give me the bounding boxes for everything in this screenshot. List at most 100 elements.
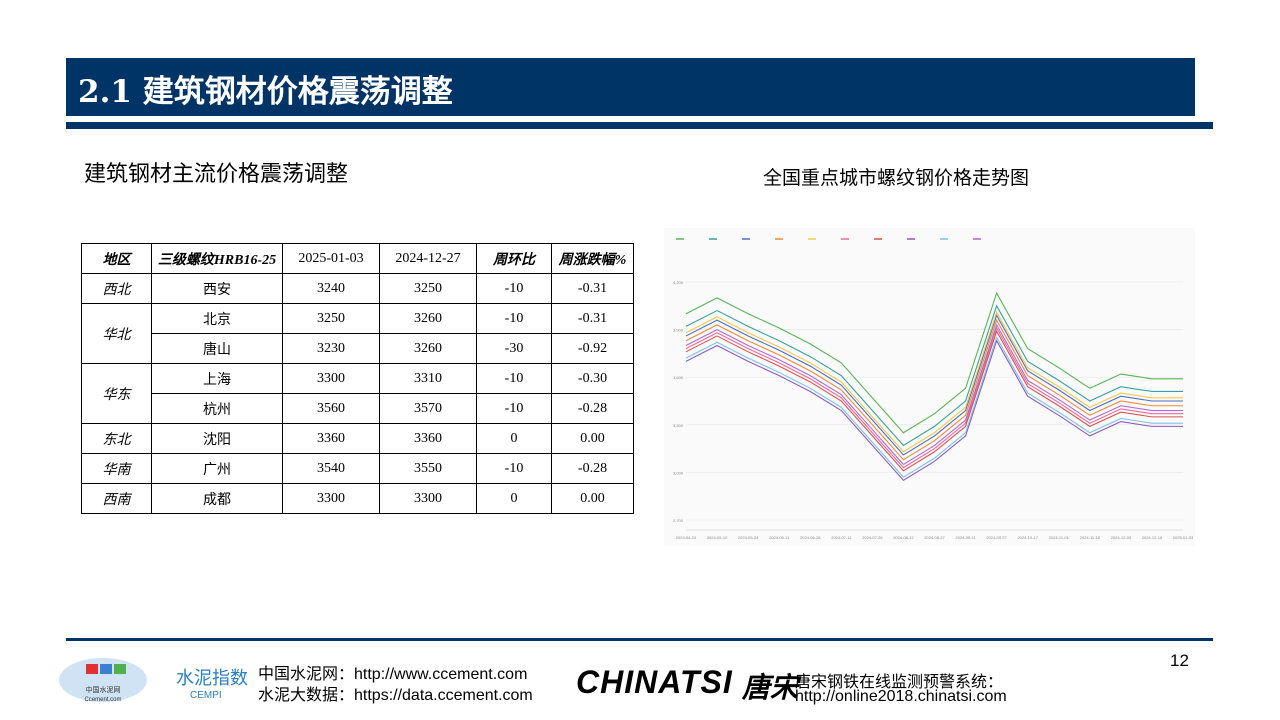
series-line <box>685 291 1183 434</box>
cell: -10 <box>476 303 552 334</box>
region-cell: 华南 <box>81 453 152 484</box>
logo-text: CEMPI <box>190 690 222 701</box>
logo-text: 中国水泥网 <box>86 685 121 694</box>
header-cell: 2025-01-03 <box>282 243 380 274</box>
cell: -10 <box>476 393 552 424</box>
cell: 3560 <box>282 393 380 424</box>
header-cell: 三级螺纹HRB16-25 <box>151 243 283 274</box>
chart-title: 全国重点城市螺纹钢价格走势图 <box>763 168 1030 189</box>
cell: -30 <box>476 333 552 364</box>
cell: 3310 <box>379 363 477 394</box>
x-tick-label: 2024-12-18 <box>1142 535 1163 540</box>
logo-shape <box>100 664 112 674</box>
cell: 3300 <box>282 483 380 514</box>
footer-rule <box>66 638 1213 641</box>
series-line <box>685 326 1183 469</box>
series-line <box>685 310 1183 453</box>
region-cell: 东北 <box>81 423 152 454</box>
table-row: 华东 上海 3300 3310 -10 -0.30 <box>81 363 634 424</box>
cell: -10 <box>476 273 552 304</box>
subtitle: 建筑钢材主流价格震荡调整 <box>84 161 349 186</box>
footer-line: 唐宋钢铁在线监测预警系统： <box>795 674 1004 691</box>
table-row: 华南 广州 3540 3550 -10 -0.28 <box>81 453 634 484</box>
y-tick-label: 2,700 <box>673 518 684 523</box>
y-tick-label: 3,000 <box>673 470 684 475</box>
y-tick-label: 3,300 <box>673 423 684 428</box>
x-tick-label: 2024-09-11 <box>955 535 976 540</box>
cell: 3550 <box>379 453 477 484</box>
series-line <box>685 323 1183 466</box>
cell: 3360 <box>379 423 477 454</box>
table-row: 西北 西安 3240 3250 -10 -0.31 <box>81 273 634 304</box>
x-tick-label: 2024-07-26 <box>862 535 883 540</box>
x-tick-label: 2024-08-27 <box>924 535 945 540</box>
cell: 3300 <box>379 483 477 514</box>
cell: 3250 <box>379 273 477 304</box>
x-tick-label: 2024-06-11 <box>769 535 790 540</box>
x-tick-label: 2025-01-03 <box>1173 535 1194 540</box>
cell: 上海 <box>151 363 283 394</box>
cell: 3230 <box>282 333 380 364</box>
cell: -0.92 <box>551 333 634 364</box>
series-line <box>685 329 1183 472</box>
cell: 3260 <box>379 333 477 364</box>
logo-shape <box>114 664 126 674</box>
logo-text: 水泥指数 <box>176 668 248 688</box>
x-tick-label: 2024-11-18 <box>1080 535 1101 540</box>
cell: 杭州 <box>151 393 283 424</box>
tangsong-logo: 唐宋 <box>742 672 799 703</box>
cell: 3300 <box>282 363 380 394</box>
y-tick-label: 3,600 <box>673 375 684 380</box>
cell: 成都 <box>151 483 283 514</box>
header-bar <box>66 58 1195 116</box>
table-row: 西南 成都 3300 3300 0 0.00 <box>81 483 634 514</box>
footer-line: 中国水泥网：http://www.ccement.com <box>258 666 528 683</box>
cell: -10 <box>476 453 552 484</box>
x-tick-label: 2024-08-12 <box>893 535 914 540</box>
logo-shape <box>86 664 98 674</box>
x-tick-label: 2024-10-17 <box>1017 535 1038 540</box>
cell: 3250 <box>282 303 380 334</box>
price-table: 地区 三级螺纹HRB16-25 2025-01-03 2024-12-27 周环比 周涨跌… <box>81 243 634 514</box>
header-title: 2.1 建筑钢材价格震荡调整 <box>78 74 453 110</box>
header-cell: 2024-12-27 <box>379 243 477 274</box>
series-line <box>685 313 1183 456</box>
cell: 沈阳 <box>151 423 283 454</box>
cell: 0 <box>476 423 552 454</box>
chart-bg <box>664 228 1195 546</box>
series-line <box>685 304 1183 447</box>
x-tick-label: 2024-12-03 <box>1111 535 1132 540</box>
region-cell: 华北 <box>81 303 152 364</box>
region-cell: 西南 <box>81 483 152 514</box>
cell: 3260 <box>379 303 477 334</box>
x-tick-label: 2024-11-01 <box>1049 535 1070 540</box>
logo-text: Ccement.com <box>84 697 121 703</box>
header-cell: 周环比 <box>476 243 552 274</box>
table-row: 地区 三级螺纹HRB16-25 2025-01-03 2024-12-27 周环比 周涨跌… <box>81 243 634 274</box>
x-tick-label: 2024-04-23 <box>676 535 697 540</box>
cell: -0.31 <box>551 273 634 304</box>
cell: -0.28 <box>551 453 634 484</box>
cell: 0 <box>476 483 552 514</box>
x-tick-label: 2024-07-11 <box>831 535 852 540</box>
chinatsi-logo: CHINATSI <box>576 664 733 700</box>
cell: 广州 <box>151 453 283 484</box>
x-tick-label: 2024-06-26 <box>800 535 821 540</box>
cell: -0.30 <box>551 363 634 394</box>
region-cell: 西北 <box>81 273 152 304</box>
y-tick-label: 3,900 <box>673 328 684 333</box>
cell: 唐山 <box>151 333 283 364</box>
cell: -10 <box>476 363 552 394</box>
cell: 3240 <box>282 273 380 304</box>
region-cell: 华东 <box>81 363 152 424</box>
table-row: 杭州 3560 3570 -10 -0.28 <box>82 393 634 424</box>
series-line <box>685 339 1183 482</box>
footer-logos: 中国水泥网 Ccement.com 水泥指数 CEMPI <box>59 658 248 703</box>
footer-line: 水泥大数据：https://data.ccement.com <box>258 687 533 704</box>
cell: 3540 <box>282 453 380 484</box>
cell: -0.31 <box>551 303 634 334</box>
series-line <box>685 318 1183 461</box>
footer-line: http://online2018.chinatsi.com <box>795 688 1007 705</box>
cell: 0.00 <box>551 483 634 514</box>
